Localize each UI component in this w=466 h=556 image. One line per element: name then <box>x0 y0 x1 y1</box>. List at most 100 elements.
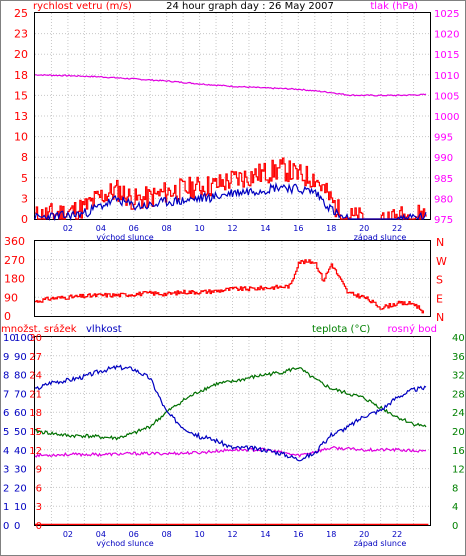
pressure-tick-995: 995 <box>434 133 453 144</box>
temp-left-tick-10: 30 <box>29 333 42 344</box>
humidity-tick-4: 40 <box>14 446 27 457</box>
temp-left-tick-2: 6 <box>36 483 42 494</box>
dew-point-line <box>34 445 427 458</box>
p3-xtick-14: 14 <box>260 530 270 539</box>
chart-title: 24 hour graph day : 26 May 2007 <box>166 1 334 12</box>
rain-tick-2: 2 <box>3 483 9 494</box>
wind-speed-line <box>34 181 427 222</box>
pressure-axis-label: tlak (hPa) <box>370 1 418 12</box>
wind-direction-line <box>35 259 424 314</box>
wind-gust-line <box>35 157 427 220</box>
humidity-tick-2: 20 <box>14 483 27 494</box>
humidity-tick-1: 10 <box>14 502 27 513</box>
rain-tick-9: 9 <box>3 352 9 363</box>
sunset-label: západ slunce <box>354 233 407 242</box>
wind-tick-5: 5 <box>21 172 28 185</box>
rain-tick-8: 8 <box>3 371 9 382</box>
wind-tick-13: 13 <box>14 110 28 123</box>
wind-tick-15: 15 <box>14 89 28 102</box>
temp-right-tick-4: 16 <box>452 446 465 457</box>
rain-tick-4: 4 <box>3 446 9 457</box>
rain-tick-7: 7 <box>3 389 9 400</box>
temp-right-tick-10: 40 <box>452 333 465 344</box>
p3-xtick-10: 10 <box>194 530 204 539</box>
pressure-tick-1010: 1010 <box>434 71 459 82</box>
pressure-tick-1025: 1025 <box>434 9 459 20</box>
wind-speed-axis-label: rychlost vetru (m/s) <box>33 1 132 12</box>
p3-xtick-18: 18 <box>326 530 336 539</box>
wind-tick-25: 25 <box>14 7 28 20</box>
temp-left-tick-9: 27 <box>29 352 42 363</box>
humidity-axis-label: vlhkost <box>86 324 122 335</box>
direction-tick-90: 90 <box>4 291 18 304</box>
temp-right-tick-1: 4 <box>452 502 458 513</box>
temperature-line <box>34 367 427 441</box>
p1-xtick-18: 18 <box>326 224 336 233</box>
direction-tick-360: 360 <box>4 235 25 248</box>
temp-left-tick-5: 15 <box>29 427 42 438</box>
humidity-tick-5: 50 <box>14 427 27 438</box>
temp-left-tick-3: 9 <box>36 465 42 476</box>
humidity-tick-9: 90 <box>14 352 27 363</box>
temp-right-tick-2: 8 <box>452 483 458 494</box>
p1-xtick-08: 08 <box>162 224 172 233</box>
compass-label-4: N <box>436 311 444 324</box>
temp-right-tick-0: 0 <box>452 521 458 532</box>
wind-tick-18: 18 <box>14 69 28 82</box>
p1-xtick-14: 14 <box>260 224 270 233</box>
humidity-tick-6: 60 <box>14 408 27 419</box>
humidity-line <box>34 364 427 462</box>
wind-tick-8: 8 <box>21 151 28 164</box>
compass-label-1: W <box>436 255 447 268</box>
p3-xtick-06: 06 <box>129 530 139 539</box>
rain-tick-1: 1 <box>3 502 9 513</box>
humidity-tick-3: 30 <box>14 465 27 476</box>
humidity-tick-7: 70 <box>14 389 27 400</box>
temperature-axis-label: teplota (°C) <box>312 324 370 335</box>
p1-xtick-04: 04 <box>96 224 106 233</box>
wind-tick-0: 0 <box>21 213 28 226</box>
pressure-tick-975: 975 <box>434 215 453 226</box>
p3-xtick-04: 04 <box>96 530 106 539</box>
p1-xtick-10: 10 <box>194 224 204 233</box>
pressure-line <box>35 73 427 97</box>
sunset-label-bottom: západ slunce <box>354 539 407 548</box>
dew-point-axis-label: rosný bod <box>388 323 437 335</box>
wind-tick-3: 3 <box>21 192 28 205</box>
rain-axis-label: množst. srážek <box>1 323 77 335</box>
humidity-tick-8: 80 <box>14 371 27 382</box>
p3-xtick-12: 12 <box>227 530 237 539</box>
direction-tick-180: 180 <box>4 273 25 286</box>
temp-right-tick-5: 20 <box>452 427 465 438</box>
rain-tick-0: 0 <box>3 521 9 532</box>
rain-tick-5: 5 <box>3 427 9 438</box>
humidity-tick-0: 0 <box>14 521 20 532</box>
direction-tick-270: 270 <box>4 254 25 267</box>
temp-left-tick-4: 12 <box>29 446 42 457</box>
pressure-tick-1020: 1020 <box>434 30 459 41</box>
p3-xtick-20: 20 <box>359 530 369 539</box>
temp-right-tick-8: 32 <box>452 371 465 382</box>
temp-left-tick-6: 18 <box>29 408 42 419</box>
humidity-tick-10: 100 <box>14 333 33 344</box>
rain-tick-3: 3 <box>3 465 9 476</box>
sunrise-label-bottom: východ slunce <box>96 539 153 548</box>
p1-xtick-22: 22 <box>392 224 402 233</box>
p1-xtick-02: 02 <box>63 224 73 233</box>
p3-xtick-02: 02 <box>63 530 73 539</box>
rain-tick-10: 10 <box>3 333 16 344</box>
pressure-tick-980: 980 <box>434 194 453 205</box>
compass-label-2: S <box>436 274 443 287</box>
wind-tick-20: 20 <box>14 48 28 61</box>
temp-left-tick-1: 3 <box>36 502 42 513</box>
temp-right-tick-7: 28 <box>452 389 465 400</box>
pressure-tick-1000: 1000 <box>434 112 459 123</box>
sunrise-label: východ slunce <box>96 233 153 242</box>
pressure-tick-1015: 1015 <box>434 50 459 61</box>
temp-left-tick-7: 21 <box>29 389 42 400</box>
p1-xtick-16: 16 <box>293 224 303 233</box>
temp-right-tick-3: 12 <box>452 465 465 476</box>
temp-right-tick-6: 24 <box>452 408 465 419</box>
p3-xtick-08: 08 <box>162 530 172 539</box>
